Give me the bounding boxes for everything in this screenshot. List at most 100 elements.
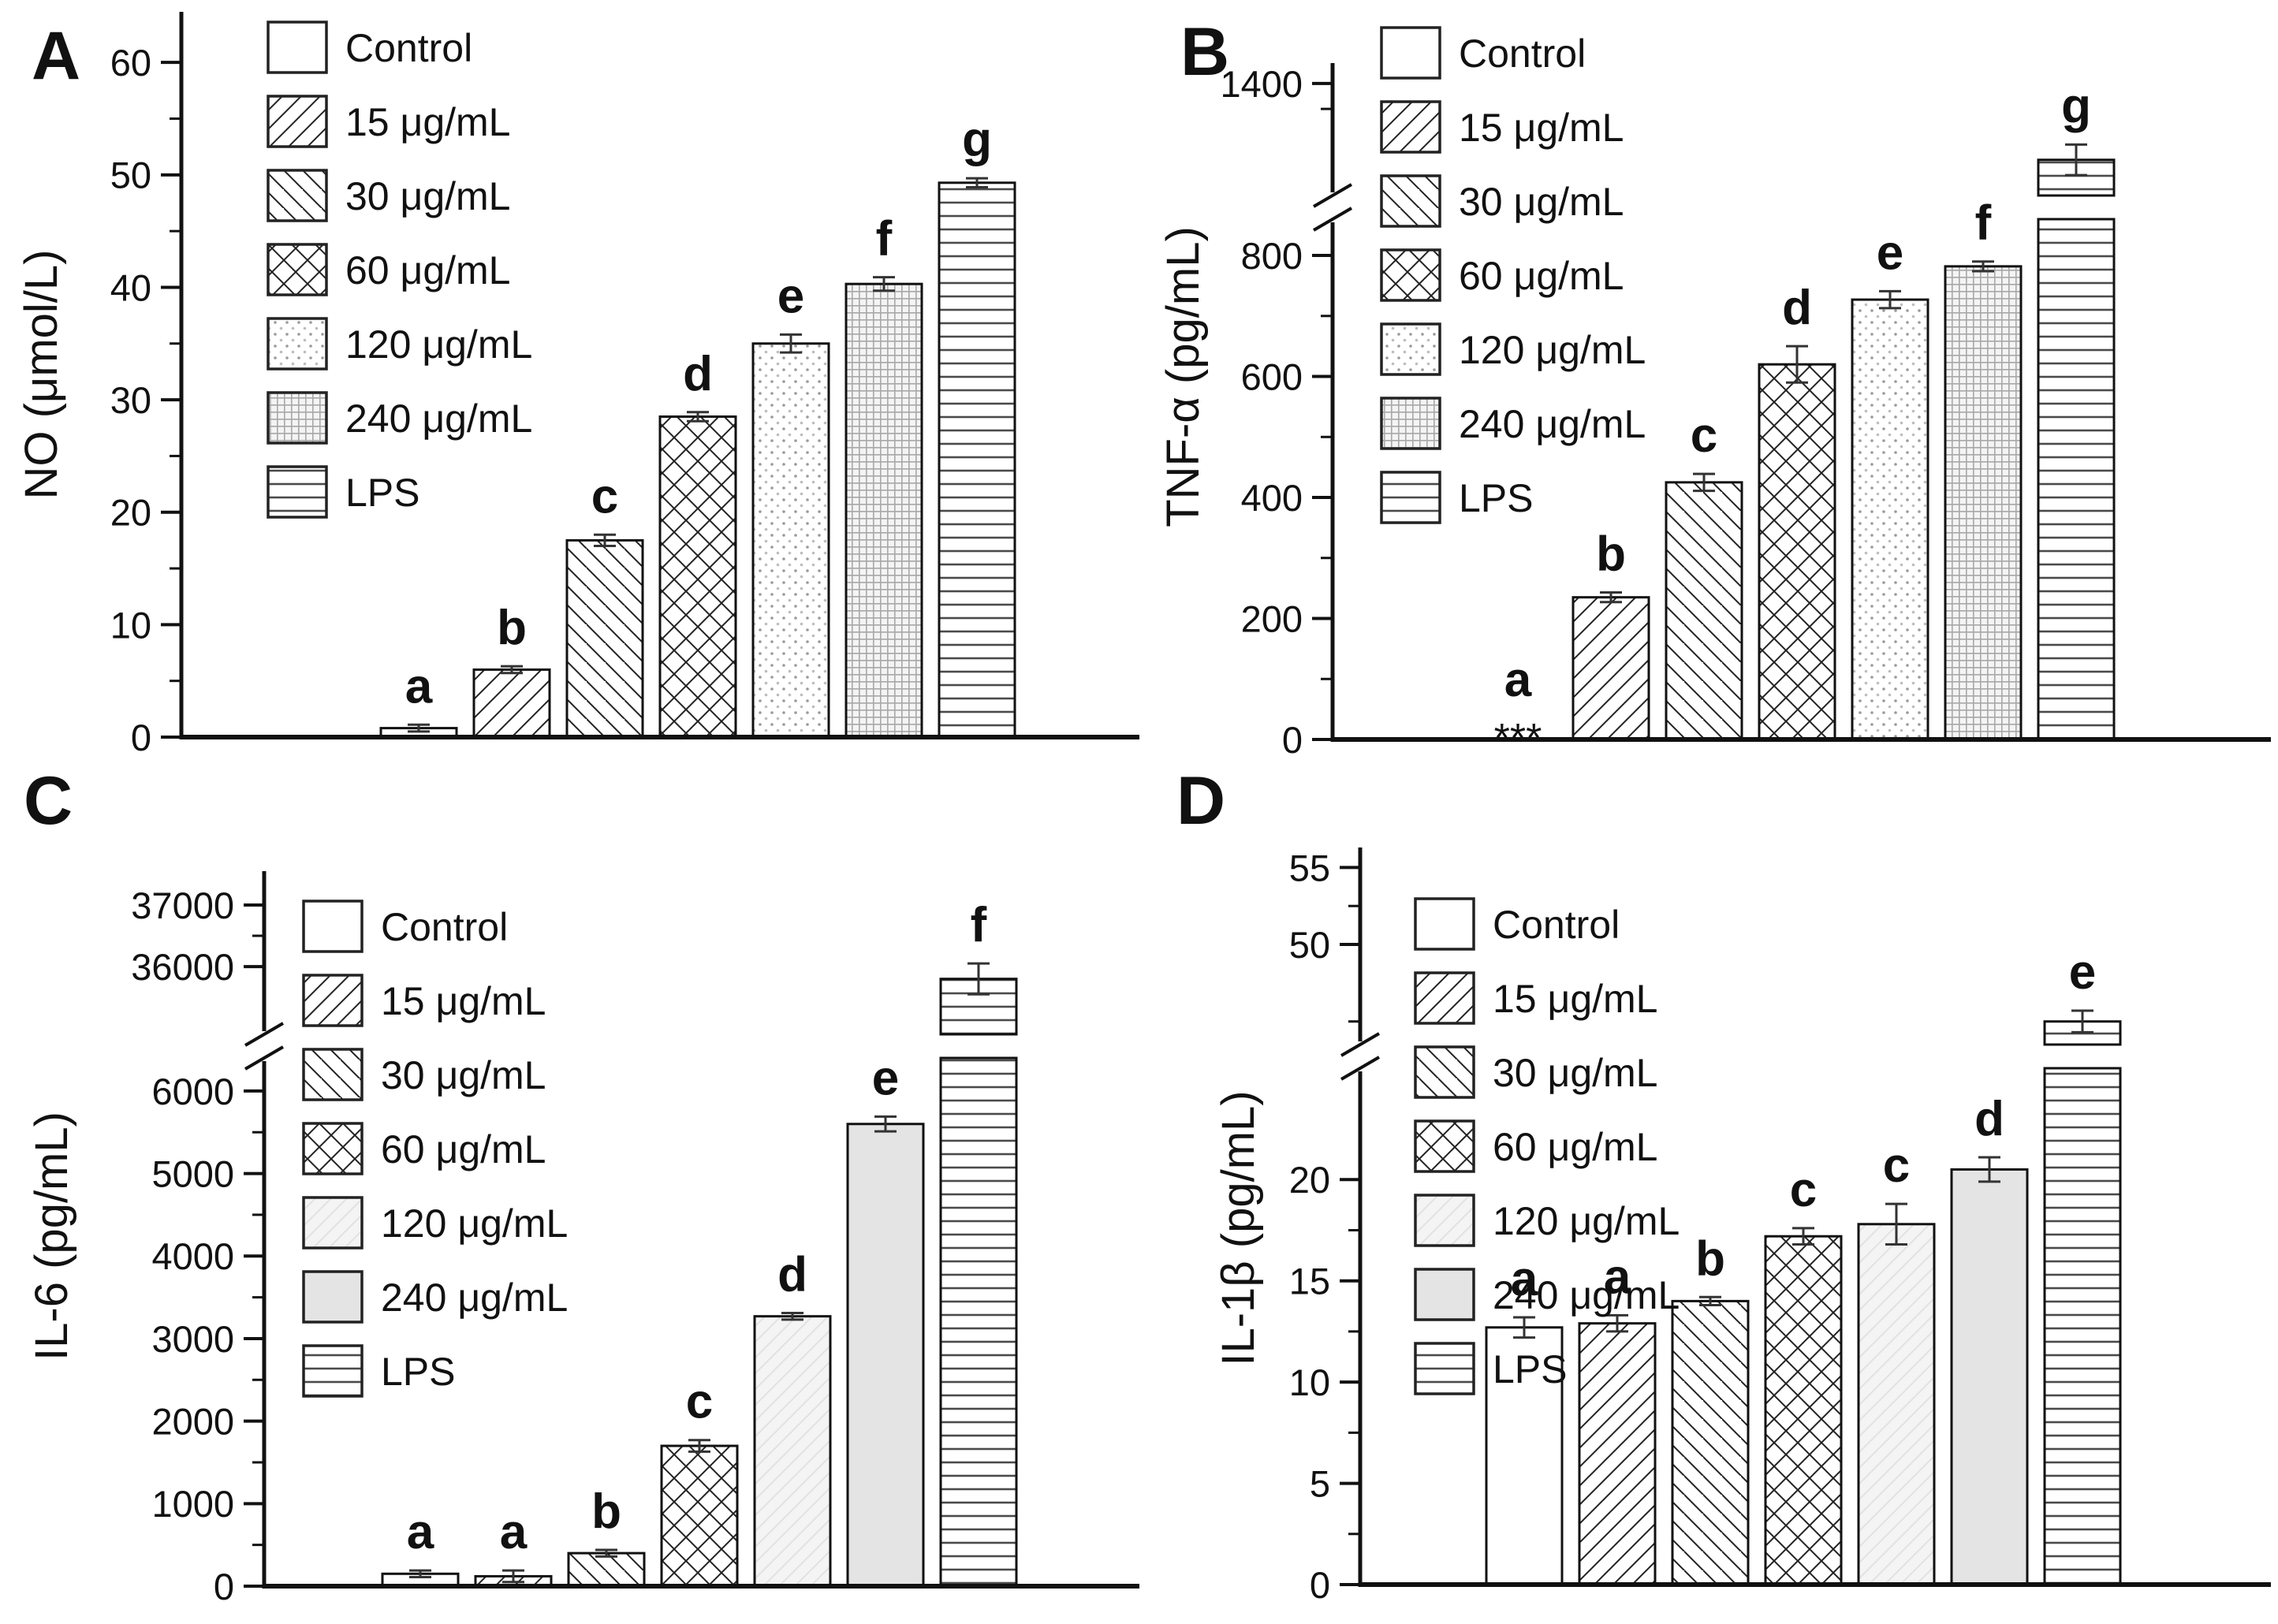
axes: 0 1000 2000 3000 4000 5000 6000 36000 37000: [131, 871, 1139, 1607]
sig-letter: d: [683, 347, 713, 401]
legend-label: 60 μg/mL: [345, 248, 510, 292]
bar-30-g-ml: [1671, 1299, 1750, 1586]
legend-swatch-dots: [1380, 322, 1441, 376]
bar-120-g-ml: [1857, 1223, 1936, 1586]
panel-letter-D: D: [1176, 763, 1225, 839]
legend-label: Control: [1493, 903, 1620, 947]
sig-letter: c: [591, 469, 618, 523]
y-tick-label: 3000: [151, 1318, 234, 1360]
legend-swatch-cross: [1380, 248, 1441, 302]
bar-60-g-ml: [1764, 1235, 1843, 1586]
legend-label: 60 μg/mL: [381, 1127, 546, 1171]
sig-letter: d: [777, 1247, 807, 1302]
y-tick-label: 30: [110, 379, 151, 421]
legend-item-120-g-ml: 120 μg/mL: [267, 317, 532, 371]
y-tick-label: 60: [110, 42, 151, 84]
error-bar: [1786, 345, 1808, 384]
sig-letter: e: [872, 1051, 899, 1105]
bar-240-g-ml: [846, 1123, 925, 1588]
error-bar: [1879, 289, 1901, 310]
sig-letter: d: [1974, 1092, 2004, 1146]
y-axis-title: TNF-α (pg/mL): [1158, 226, 1209, 527]
sig-letter: b: [497, 601, 527, 655]
legend-swatch-blank: [302, 900, 364, 953]
panel-letter-A: A: [32, 18, 80, 94]
legend-item-120-g-ml: 120 μg/mL: [1380, 322, 1646, 376]
legend-label: 30 μg/mL: [345, 174, 510, 218]
sig-letter: a: [500, 1505, 528, 1559]
sig-letter: c: [686, 1375, 713, 1429]
y-tick-label: 1400: [1220, 63, 1303, 105]
y-tick-label: 800: [1241, 235, 1303, 277]
legend-label: Control: [1459, 32, 1586, 76]
bar-lps: [938, 181, 1016, 739]
sig-letter: b: [591, 1484, 621, 1539]
error-bar: [594, 533, 616, 548]
legend-label: 30 μg/mL: [1459, 180, 1624, 224]
legend-label: LPS: [1459, 476, 1534, 520]
panel-letter-C: C: [24, 763, 73, 839]
error-bar: [874, 1115, 897, 1133]
sig-letter: c: [1883, 1138, 1910, 1193]
y-tick-label: 0: [131, 717, 151, 758]
legend-label: 60 μg/mL: [1459, 254, 1624, 298]
y-tick-label: 50: [110, 155, 151, 196]
legend-item-120-g-ml: 120 μg/mL: [1414, 1194, 1680, 1247]
bars-group: a a b c d e f: [381, 898, 1018, 1588]
bar-30-g-ml: [1665, 481, 1743, 741]
legend-label: 15 μg/mL: [345, 100, 510, 144]
sig-letter: c: [1691, 408, 1717, 463]
legend-swatch-hlines: [1380, 471, 1441, 524]
panel-D: a a b c c d e 0 5 10 15 20 50 55 Control 15 μg/mL 30 μg/…: [1176, 763, 2271, 1606]
legend-item-60-g-ml: 60 μg/mL: [1380, 248, 1624, 302]
y-tick-label: 20: [110, 492, 151, 534]
legend-swatch-dots: [267, 317, 328, 371]
legend-item-15-g-ml: 15 μg/mL: [302, 974, 546, 1027]
legend-label: 15 μg/mL: [1459, 106, 1624, 150]
legend-swatch-faint: [302, 1196, 364, 1250]
error-bar: [1978, 1156, 2000, 1183]
y-tick-label: 200: [1241, 598, 1303, 639]
bar-lps-lower: [2043, 1067, 2122, 1586]
y-axis-title: IL-1β (pg/mL): [1213, 1090, 1264, 1365]
legend-swatch-grid: [1380, 397, 1441, 450]
legend: Control 15 μg/mL 30 μg/mL 60 μg/mL 120 μg/mL…: [1414, 897, 1680, 1395]
y-tick-label: 1000: [151, 1483, 234, 1525]
bar-30-g-ml: [567, 1551, 646, 1588]
y-tick-label: 4000: [151, 1235, 234, 1277]
y-tick-label: 10: [110, 604, 151, 646]
legend-swatch-cross: [1414, 1119, 1475, 1173]
legend-item-60-g-ml: 60 μg/mL: [1414, 1119, 1657, 1173]
axis-break: [244, 1022, 285, 1071]
bar-15-g-ml: [472, 668, 551, 739]
legend-item-control: Control: [1414, 897, 1620, 951]
legend-item-control: Control: [302, 900, 508, 953]
error-bar: [2071, 1009, 2093, 1034]
legend-swatch-diagdown: [267, 169, 328, 222]
legend-label: LPS: [1493, 1347, 1568, 1391]
bar-lps-upper: [2037, 158, 2116, 197]
error-bar: [967, 962, 990, 996]
error-bar: [688, 1439, 710, 1453]
legend-label: 120 μg/mL: [345, 322, 532, 367]
sig-letter: c: [1790, 1163, 1817, 1217]
bars-group: a b c d e f g: [379, 113, 1016, 739]
legend-swatch-grid: [267, 391, 328, 445]
axes: 0 200 400 600 800 1400: [1220, 63, 2271, 761]
legend-swatch-diagup: [267, 95, 328, 148]
legend-item-15-g-ml: 15 μg/mL: [267, 95, 510, 148]
legend-label: 240 μg/mL: [1459, 402, 1646, 446]
legend-swatch-solid: [302, 1270, 364, 1324]
error-bar: [409, 1569, 431, 1578]
legend-label: LPS: [345, 471, 420, 515]
legend-label: 240 μg/mL: [1493, 1273, 1680, 1317]
sig-letter: a: [405, 659, 433, 713]
bars-group: a a b c c d e: [1485, 945, 2122, 1586]
y-tick-label: 36000: [131, 946, 234, 988]
legend-item-240-g-ml: 240 μg/mL: [267, 391, 532, 445]
y-axis-title: NO (μmol/L): [16, 250, 67, 500]
sig-letter: a: [407, 1505, 434, 1559]
legend-item-30-g-ml: 30 μg/mL: [1380, 174, 1624, 228]
